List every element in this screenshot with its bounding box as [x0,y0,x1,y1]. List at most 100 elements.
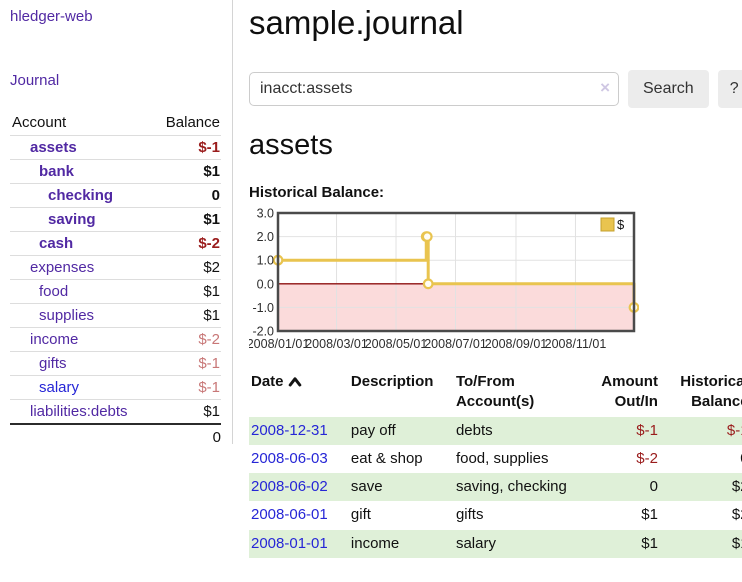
account-link[interactable]: gifts [39,355,67,372]
account-row: saving $1 [10,207,221,232]
transaction-accounts: gifts [455,506,484,524]
y-axis-tick-label: -2.0 [252,325,274,339]
x-axis-tick-label: 2008/01/01 [249,337,309,351]
sidebar: hledger-web Journal Account Balance asse… [0,0,233,450]
account-row: assets $-1 [10,135,221,160]
register-header-date[interactable]: Date [249,370,349,417]
account-row: food $1 [10,279,221,304]
transaction-description: pay off [350,421,396,439]
account-heading: assets [249,129,333,161]
data-point-marker [422,278,434,290]
search-bar: × Search ? [249,70,742,108]
account-link[interactable]: checking [48,187,114,204]
x-axis-tick-label: 2008/11/01 [545,337,607,351]
clear-search-icon[interactable]: × [600,78,610,97]
account-balance: $1 [151,399,221,424]
search-button[interactable]: Search [628,70,709,108]
accounts-total-row: 0 [10,423,221,450]
accounts-total-balance: 0 [151,423,221,450]
legend-label: $ [617,217,625,232]
transaction-date-link[interactable]: 2008-12-31 [251,421,328,439]
account-balance: $-1 [151,375,221,400]
account-link[interactable]: income [30,331,79,348]
transaction-row: 2008-06-03 eat & shop food, supplies $-20 [249,445,742,473]
transaction-date-link[interactable]: 2008-01-01 [251,534,328,552]
transaction-amount: $-1 [636,421,658,439]
transaction-description: gift [350,506,371,524]
transaction-description: income [350,534,400,552]
x-axis-tick-label: 2008/05/01 [365,337,428,351]
transaction-description: save [350,478,383,495]
account-link[interactable]: expenses [30,259,95,276]
transaction-balance: 0 [660,445,742,473]
x-axis-tick-label: 2008/07/01 [424,337,487,351]
y-axis-tick-label: 1.0 [257,254,274,268]
register-header-date-label: Date [251,373,284,390]
search-box: × [249,72,619,106]
transaction-accounts: saving, checking [455,478,567,495]
accounts-header-account: Account [12,114,67,131]
y-axis-tick-label: 2.0 [257,230,274,244]
account-balance: 0 [151,183,221,208]
account-balance: $-1 [151,135,221,160]
transaction-balance: $-1 [726,421,742,439]
x-axis-tick-label: 2008/09/01 [485,337,548,351]
account-row: salary $-1 [10,375,221,400]
account-row: supplies $1 [10,303,221,328]
account-link[interactable]: saving [48,211,96,228]
help-button[interactable]: ? [717,70,742,108]
y-axis-tick-label: 3.0 [257,208,274,221]
sort-ascending-icon [288,377,301,387]
account-balance: $-2 [151,327,221,352]
main-content: sample.journal × Search ? assets Histori… [233,0,742,582]
account-row: expenses $2 [10,255,221,280]
account-link[interactable]: liabilities:debts [30,403,128,420]
account-balance: $1 [151,207,221,232]
register-table: Date Description To/From Account(s) Amou… [249,370,742,558]
y-axis-tick-label: -1.0 [252,301,274,315]
account-link[interactable]: assets [30,139,77,156]
transaction-accounts: debts [455,421,493,439]
y-axis-tick-label: 0.0 [257,277,274,291]
transaction-balance: $1 [731,534,742,552]
sidebar-item-journal[interactable]: Journal [10,72,60,89]
transaction-row: 2008-06-02 save saving, checking 0 $2 [249,473,742,502]
account-link[interactable]: cash [39,235,74,252]
transaction-row: 2008-06-01 gift gifts $1 $2 [249,501,742,529]
legend-swatch [600,217,615,232]
account-link[interactable]: salary [39,379,80,396]
account-row: checking 0 [10,183,221,208]
transaction-balance: $2 [731,478,742,495]
data-point-marker [421,231,433,242]
account-balance: $-2 [151,231,221,256]
search-input[interactable] [249,72,619,106]
account-row: income $-2 [10,327,221,352]
historical-balance-chart: $3.0 2.0 1.0 0.0 -1.0 -2.02008/01/012008/03/0… [249,208,639,351]
account-balance: $2 [151,255,221,280]
transaction-amount: 0 [649,478,658,495]
account-link[interactable]: bank [39,163,75,180]
account-balance: $-1 [151,351,221,376]
app-brand-link[interactable]: hledger-web [10,8,93,25]
transaction-date-link[interactable]: 2008-06-01 [251,506,328,524]
accounts-header-row: Account Balance [10,110,221,136]
transaction-accounts: food, supplies [455,449,549,467]
transaction-date-link[interactable]: 2008-06-02 [251,478,328,495]
transaction-date-link[interactable]: 2008-06-03 [251,449,328,467]
account-row: liabilities:debts $1 [10,399,221,424]
account-row: cash $-2 [10,231,221,256]
x-axis-tick-label: 2008/03/01 [305,337,368,351]
account-link[interactable]: food [39,283,69,300]
register-header-accounts: To/From Account(s) [455,373,535,411]
account-row: bank $1 [10,159,221,184]
transaction-accounts: salary [455,534,496,552]
register-header-description: Description [350,373,434,390]
transaction-amount: $1 [641,534,658,552]
register-header-balance: Historical Balance [680,373,742,411]
transaction-amount: $1 [641,506,658,524]
account-balance: $1 [151,279,221,304]
transaction-amount: $-2 [636,449,658,467]
account-link[interactable]: supplies [39,307,95,324]
page-title: sample.journal [249,4,464,41]
chart-border [276,211,636,333]
